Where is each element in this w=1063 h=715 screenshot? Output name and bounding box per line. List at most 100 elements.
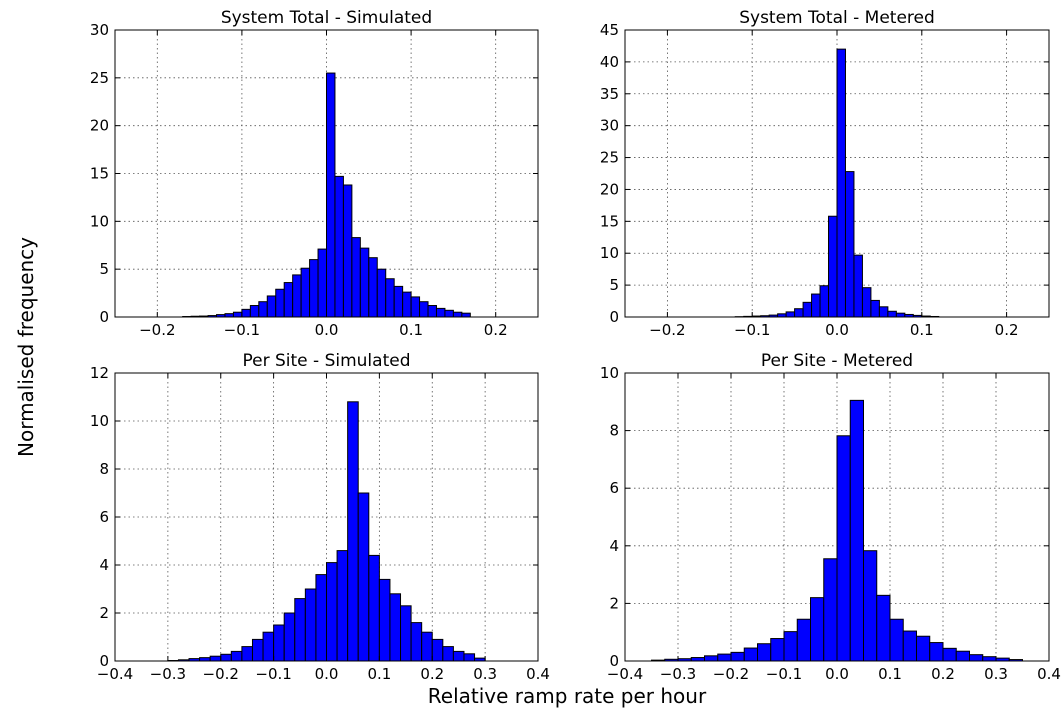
histogram-bar	[378, 578, 391, 662]
x-tick-label: 0.2	[995, 321, 1019, 339]
x-tick-label: −0.4	[97, 665, 133, 683]
histogram-bar	[785, 311, 796, 318]
x-tick-label: −0.1	[255, 665, 291, 683]
y-tick-label: 0	[609, 652, 619, 670]
y-tick-label: 10	[600, 364, 619, 382]
histogram-bar	[342, 184, 353, 318]
y-tick-label: 40	[600, 53, 619, 71]
histogram-bar	[258, 301, 268, 318]
y-tick-label: 20	[90, 117, 109, 135]
panel-title: Per Site - Simulated	[243, 351, 411, 371]
histogram-bar	[863, 550, 878, 662]
histogram-bar	[887, 310, 897, 318]
histogram-bar	[452, 650, 465, 662]
histogram-bar	[283, 282, 294, 318]
histogram-bar	[389, 593, 402, 662]
histogram-bar	[368, 257, 378, 318]
histogram-bar	[347, 401, 359, 662]
histogram-bar	[230, 650, 243, 662]
y-tick-label: 8	[99, 460, 109, 478]
x-tick-label: 0.4	[1037, 665, 1061, 683]
histogram-bar	[368, 554, 380, 662]
x-tick-label: −0.1	[224, 321, 260, 339]
histogram-bar	[251, 638, 264, 662]
histogram-bar	[895, 312, 906, 318]
histogram-bar	[828, 215, 838, 318]
histogram-bar	[400, 605, 412, 662]
histogram-bar	[326, 562, 338, 662]
x-tick-label: −0.2	[649, 321, 685, 339]
x-tick-label: 0.1	[910, 321, 934, 339]
x-tick-label: 0.2	[484, 321, 508, 339]
y-tick-label: 6	[609, 479, 619, 497]
histogram-bar	[717, 653, 732, 662]
histogram-bar	[326, 72, 336, 318]
y-tick-label: 35	[600, 85, 619, 103]
histogram-bar	[336, 550, 349, 662]
histogram-bar	[220, 653, 232, 662]
x-tick-label: 0.0	[825, 665, 849, 683]
histogram-bar	[452, 311, 463, 318]
histogram-bar	[444, 309, 454, 318]
y-tick-label: 20	[600, 180, 619, 198]
histogram-bar	[300, 267, 311, 318]
histogram-bar	[836, 435, 851, 662]
histogram-bar	[463, 653, 476, 662]
histogram-bar	[853, 254, 863, 318]
histogram-bar	[410, 622, 423, 662]
histogram-bar	[199, 657, 211, 662]
x-tick-label: 0.0	[825, 321, 849, 339]
x-tick-label: −0.3	[150, 665, 186, 683]
x-tick-label: 0.0	[315, 665, 339, 683]
y-tick-label: 5	[99, 260, 109, 278]
y-tick-label: 10	[90, 212, 109, 230]
panel-per-site-metered: Per Site - Metered −0.4 −0.3 −0.2 −0.1 0.0 0.…	[600, 351, 1061, 683]
histogram-bar	[359, 247, 370, 318]
y-tick-label: 25	[90, 69, 109, 87]
histogram-bar	[836, 48, 846, 318]
histogram-bar	[385, 278, 395, 318]
y-tick-label: 4	[609, 537, 619, 555]
histogram-bar	[810, 597, 825, 662]
y-tick-label: 10	[600, 244, 619, 262]
histogram-bar	[241, 308, 251, 318]
histogram-bar	[393, 285, 404, 318]
histogram-bar	[969, 654, 984, 662]
x-tick-label: −0.2	[139, 321, 175, 339]
histogram-bar	[783, 631, 798, 662]
panel-per-site-simulated: Per Site - Simulated −0.4 −0.3 −0.2 −0.1 0.0…	[90, 351, 550, 683]
histogram-bar	[315, 574, 327, 662]
histogram-bar	[410, 296, 421, 318]
histogram-bar	[461, 312, 471, 318]
histogram-bar	[796, 618, 811, 662]
histogram-bar	[309, 259, 319, 318]
histogram-bar	[704, 655, 719, 662]
y-tick-label: 45	[600, 21, 619, 39]
histogram-bar	[273, 624, 285, 662]
histogram-bar	[982, 656, 997, 662]
y-tick-label: 4	[99, 556, 109, 574]
histogram-bar	[929, 642, 944, 662]
x-tick-label: 0.4	[526, 665, 550, 683]
histogram-bar	[241, 646, 253, 662]
x-tick-label: −0.1	[766, 665, 802, 683]
histogram-bar	[317, 248, 328, 318]
histogram-bar	[794, 308, 804, 318]
y-tick-label: 0	[609, 308, 619, 326]
histogram-bar	[849, 399, 864, 662]
histogram-bar	[811, 293, 821, 318]
panel-system-total-simulated: System Total - Simulated −0.2 −0.1 0.0 0.1 0…	[90, 8, 539, 339]
histogram-bar	[419, 301, 429, 318]
histogram-bar	[870, 299, 880, 318]
panel-title: System Total - Metered	[739, 8, 935, 28]
histogram-bar	[292, 274, 302, 318]
histogram-bar	[819, 285, 830, 318]
histogram-bar	[421, 631, 433, 662]
histogram-bar	[955, 650, 970, 662]
x-tick-label: 0.2	[931, 665, 955, 683]
histogram-bar	[942, 647, 957, 662]
x-tick-label: 0.3	[984, 665, 1008, 683]
histogram-bar	[209, 655, 222, 662]
x-tick-label: 0.3	[473, 665, 497, 683]
